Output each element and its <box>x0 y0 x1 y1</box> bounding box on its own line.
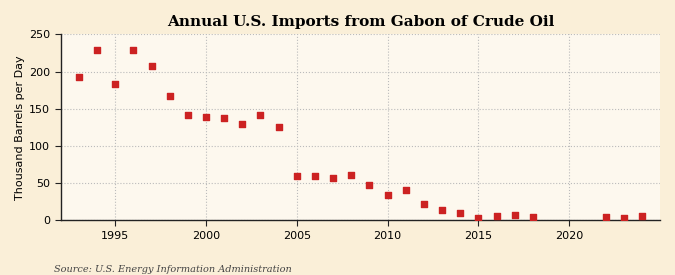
Point <box>637 214 647 218</box>
Point <box>364 182 375 187</box>
Point <box>237 122 248 126</box>
Point <box>310 174 321 178</box>
Point <box>164 94 175 98</box>
Point <box>328 176 339 180</box>
Point <box>182 113 193 118</box>
Text: Source: U.S. Energy Information Administration: Source: U.S. Energy Information Administ… <box>54 265 292 274</box>
Point <box>510 213 520 217</box>
Point <box>110 82 121 86</box>
Point <box>527 214 538 219</box>
Point <box>473 216 484 220</box>
Point <box>455 211 466 215</box>
Point <box>437 208 448 212</box>
Point <box>200 115 211 119</box>
Point <box>146 64 157 68</box>
Point <box>292 174 302 179</box>
Point <box>618 216 629 220</box>
Point <box>382 193 393 197</box>
Point <box>346 173 356 177</box>
Point <box>491 214 502 218</box>
Point <box>255 113 266 118</box>
Point <box>128 48 139 52</box>
Point <box>273 125 284 130</box>
Title: Annual U.S. Imports from Gabon of Crude Oil: Annual U.S. Imports from Gabon of Crude … <box>167 15 554 29</box>
Point <box>400 188 411 192</box>
Point <box>219 116 230 120</box>
Y-axis label: Thousand Barrels per Day: Thousand Barrels per Day <box>15 55 25 200</box>
Point <box>74 75 84 79</box>
Point <box>92 48 103 52</box>
Point <box>600 214 611 219</box>
Point <box>418 202 429 206</box>
